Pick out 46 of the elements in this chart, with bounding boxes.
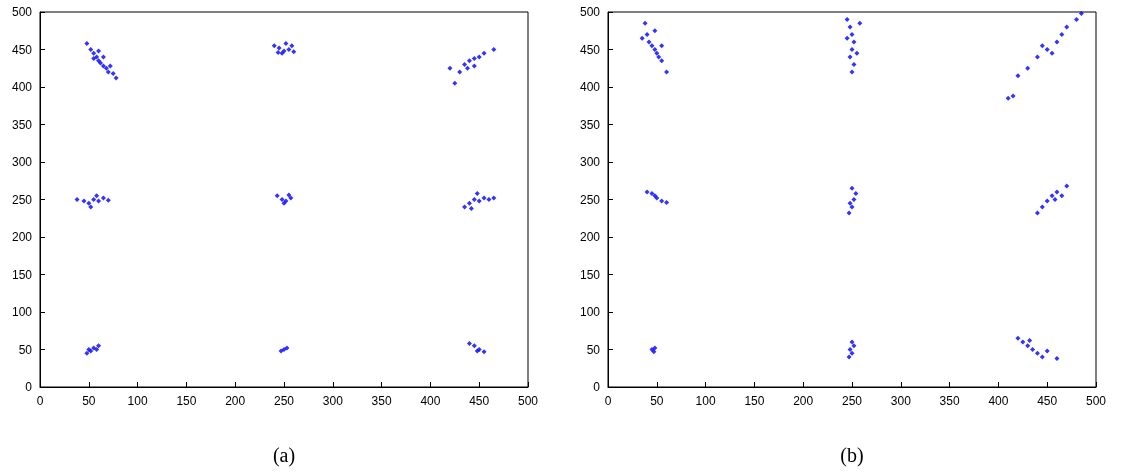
y-tick-label: 0: [25, 380, 33, 394]
y-tick-label: 150: [579, 267, 601, 282]
x-tick-label: 300: [890, 394, 912, 408]
x-tick-label: 200: [793, 394, 814, 408]
x-tick-label: 50: [82, 394, 96, 408]
x-tick-label: 300: [322, 394, 344, 408]
x-tick-label: 50: [650, 394, 664, 408]
x-tick-label: 500: [1085, 394, 1107, 408]
y-tick-label: 300: [579, 155, 601, 169]
y-tick-label: 400: [579, 80, 601, 94]
y-tick-label: 400: [11, 80, 33, 94]
x-tick-label: 200: [225, 394, 246, 408]
x-tick-label: 450: [1037, 394, 1058, 408]
x-tick-label: 500: [517, 394, 539, 408]
x-tick-label: 0: [604, 394, 612, 408]
y-tick-label: 500: [579, 5, 601, 19]
y-tick-label: 150: [11, 267, 33, 282]
x-tick-label: 100: [695, 394, 716, 408]
y-tick-label: 200: [579, 230, 601, 244]
y-tick-label: 350: [11, 117, 33, 132]
x-tick-label: 100: [127, 394, 148, 408]
x-tick-label: 400: [988, 394, 1009, 408]
x-tick-label: 250: [841, 394, 863, 408]
y-tick-label: 50: [18, 342, 33, 357]
y-tick-label: 250: [11, 192, 33, 207]
y-tick-label: 50: [586, 342, 601, 357]
x-tick-label: 250: [273, 394, 295, 408]
x-tick-label: 150: [744, 394, 765, 408]
y-tick-label: 200: [11, 230, 33, 244]
x-tick-label: 450: [469, 394, 490, 408]
y-tick-label: 350: [579, 117, 601, 132]
y-tick-label: 100: [11, 305, 33, 319]
text: (b): [840, 444, 864, 467]
y-tick-label: 450: [579, 42, 601, 57]
x-tick-label: 0: [36, 394, 44, 408]
x-tick-label: 150: [176, 394, 197, 408]
text: (a): [272, 444, 296, 467]
y-tick-label: 250: [579, 192, 601, 207]
x-tick-label: 400: [420, 394, 441, 408]
x-tick-label: 350: [939, 394, 960, 408]
y-tick-label: 450: [11, 42, 33, 57]
y-tick-label: 0: [593, 380, 601, 394]
y-tick-label: 100: [579, 305, 601, 319]
y-tick-label: 500: [11, 5, 33, 19]
x-tick-label: 350: [371, 394, 392, 408]
y-tick-label: 300: [11, 155, 33, 169]
